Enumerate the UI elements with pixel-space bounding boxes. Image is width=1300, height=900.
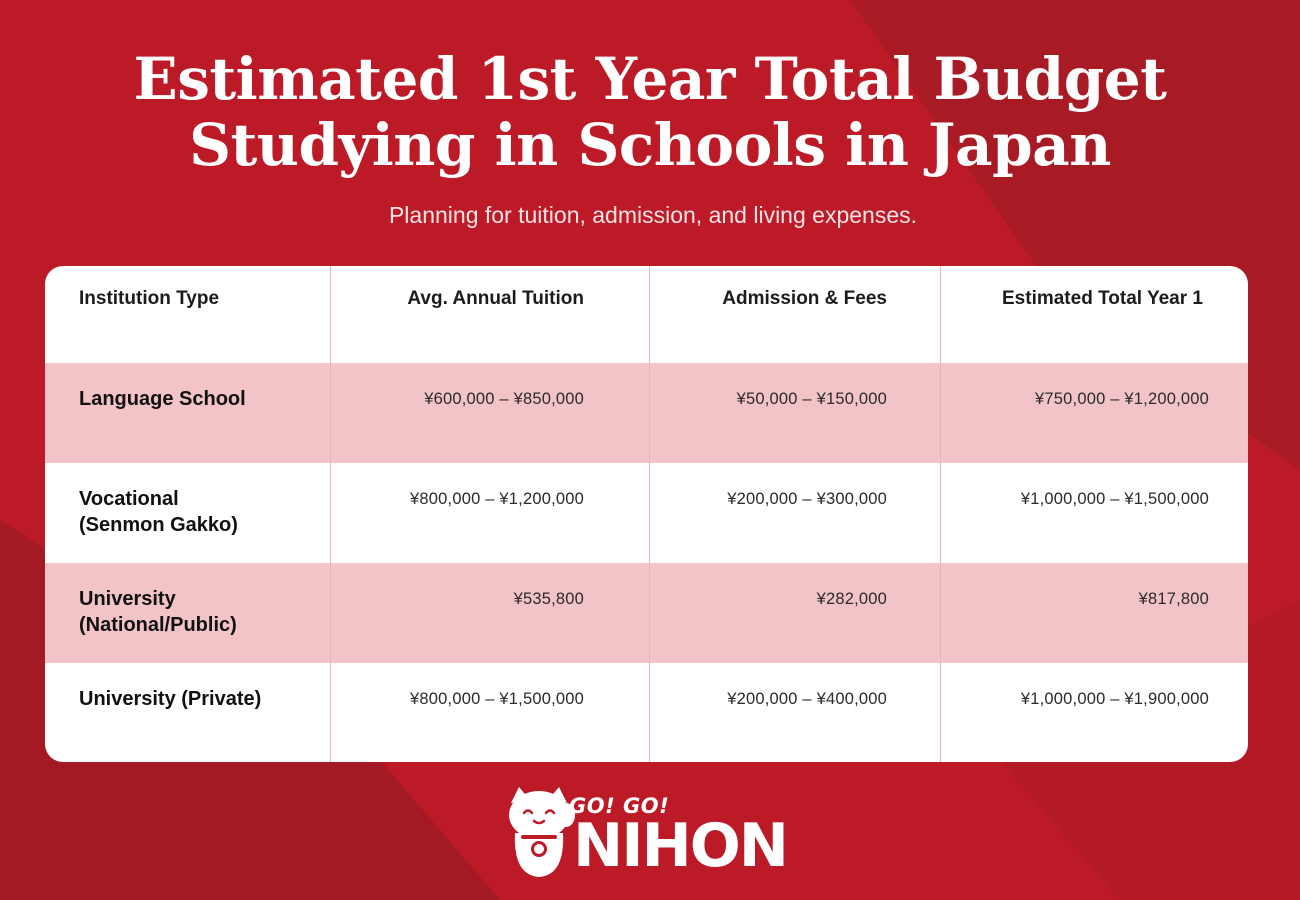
table-row: Vocational (Senmon Gakko) ¥800,000 – ¥1,…: [45, 463, 1248, 563]
column-divider: [649, 266, 650, 762]
maneki-neko-icon: [509, 787, 575, 877]
table-row: Language School ¥600,000 – ¥850,000 ¥50,…: [45, 363, 1248, 463]
admission-fees: ¥50,000 – ¥150,000: [736, 390, 887, 408]
column-header-total-year-1: Estimated Total Year 1: [1002, 288, 1203, 309]
logo-wordmark: NIHON: [573, 811, 789, 881]
admission-fees: ¥200,000 – ¥400,000: [727, 690, 887, 708]
annual-tuition: ¥600,000 – ¥850,000: [424, 390, 584, 408]
annual-tuition: ¥800,000 – ¥1,500,000: [410, 690, 584, 708]
institution-type: Language School: [79, 388, 246, 410]
page-title: Estimated 1st Year Total Budget Studying…: [0, 46, 1300, 178]
institution-type: University (Private): [79, 688, 262, 710]
total-year-1: ¥750,000 – ¥1,200,000: [1035, 390, 1209, 408]
budget-table: Institution Type Avg. Annual Tuition Adm…: [45, 266, 1248, 762]
logo-tagline: GO! GO!: [569, 794, 670, 818]
total-year-1: ¥1,000,000 – ¥1,500,000: [1020, 490, 1209, 508]
table-row: University (National/Public) ¥535,800 ¥2…: [45, 563, 1248, 663]
admission-fees: ¥200,000 – ¥300,000: [727, 490, 887, 508]
institution-type: Vocational (Senmon Gakko): [79, 488, 238, 536]
institution-type: University (National/Public): [79, 588, 237, 636]
column-divider: [330, 266, 331, 762]
annual-tuition: ¥535,800: [513, 590, 584, 608]
column-header-admission-fees: Admission & Fees: [722, 288, 887, 309]
table-header-row: Institution Type Avg. Annual Tuition Adm…: [45, 266, 1248, 363]
title-line-1: Estimated 1st Year Total Budget: [133, 45, 1167, 113]
page-subtitle: Planning for tuition, admission, and liv…: [388, 202, 918, 228]
total-year-1: ¥817,800: [1138, 590, 1209, 608]
column-header-annual-tuition: Avg. Annual Tuition: [407, 288, 584, 309]
title-line-2: Studying in Schools in Japan: [189, 111, 1111, 179]
admission-fees: ¥282,000: [816, 590, 887, 608]
column-header-institution-type: Institution Type: [79, 288, 220, 309]
annual-tuition: ¥800,000 – ¥1,200,000: [410, 490, 584, 508]
column-divider: [940, 266, 941, 762]
total-year-1: ¥1,000,000 – ¥1,900,000: [1020, 690, 1209, 708]
table-row: University (Private) ¥800,000 – ¥1,500,0…: [45, 663, 1248, 762]
